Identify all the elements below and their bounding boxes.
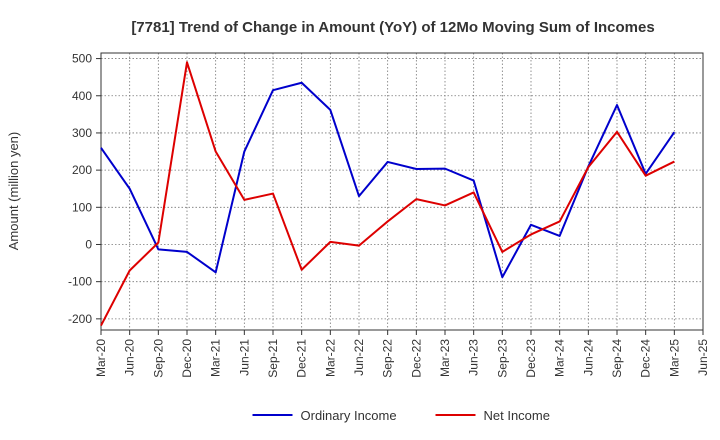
x-tick-label: Mar-25	[667, 339, 681, 377]
x-tick-label: Jun-22	[352, 339, 366, 376]
legend-label-net-income: Net Income	[484, 408, 550, 423]
series-line-ordinary-income	[100, 81, 676, 279]
y-tick-label: 400	[72, 89, 92, 103]
y-tick-label: -100	[68, 275, 92, 289]
legend-label-ordinary-income: Ordinary Income	[301, 408, 397, 423]
x-tick-label: Sep-22	[381, 339, 395, 378]
x-tick-label: Jun-21	[237, 339, 251, 376]
x-tick-label: Dec-24	[639, 339, 653, 378]
chart-title: [7781] Trend of Change in Amount (YoY) o…	[131, 19, 654, 36]
x-tick-label: Jun-24	[581, 339, 595, 376]
x-tick-label: Sep-21	[266, 339, 280, 378]
x-tick-label: Jun-23	[467, 339, 481, 376]
x-tick-label: Dec-22	[409, 339, 423, 378]
x-tick-label: Dec-21	[295, 339, 309, 378]
x-tick-label: Sep-23	[495, 339, 509, 378]
plot-area	[100, 52, 704, 331]
x-tick-label: Mar-24	[553, 339, 567, 377]
y-tick-label: 500	[72, 52, 92, 66]
x-tick-label: Mar-20	[94, 339, 108, 377]
x-tick-label: Mar-22	[323, 339, 337, 377]
x-tick-label: Sep-20	[151, 339, 165, 378]
legend: Ordinary Income Net Income	[252, 408, 550, 423]
series-lines	[100, 61, 676, 327]
y-tick-label: 100	[72, 200, 92, 214]
y-axis-label: Amount (million yen)	[6, 132, 21, 251]
x-axis-ticks: Mar-20 Jun-20 Sep-20 Dec-20 Mar-21 Jun-21 Sep-…	[94, 330, 710, 378]
x-tick-label: Jun-20	[123, 339, 137, 376]
y-tick-label: -200	[68, 312, 92, 326]
x-tick-label: Jun-25	[696, 339, 710, 376]
grid	[101, 53, 703, 330]
x-tick-label: Sep-24	[610, 339, 624, 378]
y-tick-label: 0	[85, 237, 92, 251]
x-tick-label: Dec-23	[524, 339, 538, 378]
y-tick-label: 200	[72, 163, 92, 177]
x-tick-label: Dec-20	[180, 339, 194, 378]
y-axis-ticks: -200 -100 0 100 200 300 400 500	[68, 52, 101, 326]
series-line-net-income	[100, 61, 675, 327]
y-tick-label: 300	[72, 126, 92, 140]
x-tick-label: Mar-23	[438, 339, 452, 377]
x-tick-label: Mar-21	[209, 339, 223, 377]
